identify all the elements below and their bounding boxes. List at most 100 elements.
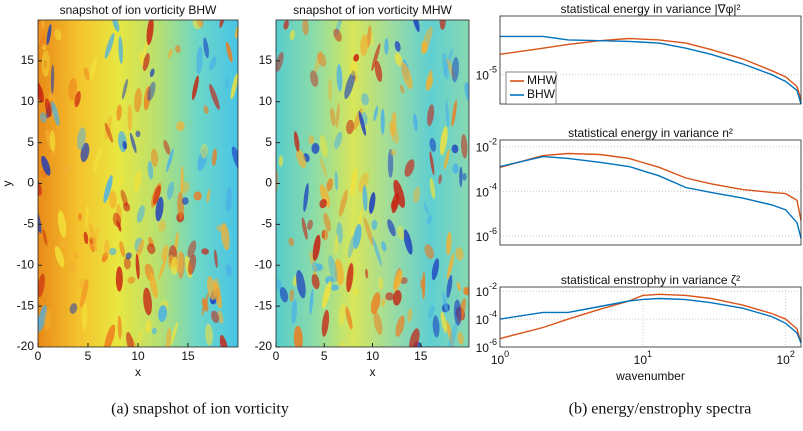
vortex (451, 99, 457, 127)
vortex (339, 189, 348, 217)
vortex (426, 70, 433, 87)
vortex (46, 24, 52, 45)
vortex (225, 77, 230, 89)
vortex (89, 56, 97, 81)
vortex (427, 304, 435, 320)
vortex (201, 248, 209, 255)
vortex (308, 135, 315, 145)
caption: (a) snapshot of ion vorticity (111, 401, 289, 418)
y-tick-label: 10 (21, 94, 35, 108)
vortex (57, 210, 67, 238)
y-tick-label: 10-4 (476, 309, 497, 327)
vortex (221, 222, 230, 251)
vortex (309, 250, 315, 268)
vortex (344, 70, 356, 100)
vortex (170, 321, 178, 346)
vortex (151, 327, 157, 335)
vortex (319, 184, 331, 208)
vortex (312, 234, 321, 261)
vortex (231, 146, 238, 170)
vortex (301, 217, 308, 240)
vortex (361, 93, 369, 106)
vortex (350, 168, 358, 196)
vortex (345, 306, 353, 330)
vortex (358, 110, 366, 136)
vortex (197, 146, 208, 172)
vortex (79, 279, 89, 309)
vortex (413, 186, 421, 204)
y-tick-label: -5 (23, 217, 34, 231)
plot-frame (499, 286, 802, 348)
vortex (152, 185, 161, 205)
vortex (333, 28, 342, 42)
vortex (322, 229, 329, 241)
vortex (188, 254, 197, 275)
x-tick-label: 101 (634, 349, 652, 367)
series-line (499, 152, 802, 221)
vortex (150, 148, 159, 167)
y-tick-label: 10-4 (476, 182, 497, 200)
vortex (133, 170, 142, 194)
vortex (404, 159, 415, 177)
vortex (81, 303, 88, 330)
vortex (143, 287, 152, 316)
vortex (353, 53, 360, 62)
vortex (42, 229, 48, 246)
vortex (307, 219, 313, 231)
vortex (180, 181, 190, 194)
vortex (353, 224, 362, 250)
vortex (43, 60, 48, 69)
y-tick-label: 10-2 (476, 282, 497, 300)
vortex (293, 325, 303, 347)
vortex (289, 29, 296, 41)
vortex (399, 84, 405, 94)
vortex (44, 98, 52, 118)
vortex (387, 219, 396, 237)
y-tick-label: 10 (259, 94, 273, 108)
vortex (158, 254, 168, 280)
vortex (278, 155, 284, 167)
x-tick-label: 0 (273, 349, 280, 363)
vortex (293, 131, 300, 152)
vortex (390, 111, 397, 137)
vortex (104, 115, 112, 141)
vortex (296, 270, 306, 299)
vortex (104, 32, 115, 59)
vortex (313, 266, 318, 276)
vortex (424, 244, 434, 260)
vortex (209, 83, 220, 110)
vortex (77, 127, 86, 150)
vortex (431, 258, 440, 281)
vortex (360, 34, 369, 56)
vortex (89, 222, 98, 252)
y-tick-label: 15 (259, 53, 273, 67)
y-tick-label: -15 (255, 298, 273, 312)
vortex (427, 104, 435, 127)
vortex (175, 250, 184, 274)
y-tick-label: 5 (265, 135, 272, 149)
vortex (146, 20, 154, 46)
vortex (38, 20, 45, 48)
vortex (380, 108, 385, 135)
vortex (200, 143, 209, 159)
vortex (79, 279, 89, 289)
vortex (145, 320, 152, 334)
vortex (381, 241, 387, 252)
vortex (423, 201, 429, 215)
vortex (358, 172, 369, 193)
vortex (334, 131, 343, 150)
series-line (499, 37, 802, 100)
vortex (167, 48, 173, 59)
plot-frame (499, 139, 802, 246)
x-tick-label: 10 (131, 349, 145, 363)
vortex (147, 243, 156, 255)
vortex (192, 75, 199, 101)
vortex (118, 176, 123, 188)
vortex (464, 82, 469, 104)
y-tick-label: 10-6 (476, 226, 497, 244)
vortex (39, 112, 47, 124)
vortex (108, 190, 117, 209)
vortex (196, 46, 203, 75)
vortex (219, 20, 225, 28)
vortex (397, 225, 405, 240)
